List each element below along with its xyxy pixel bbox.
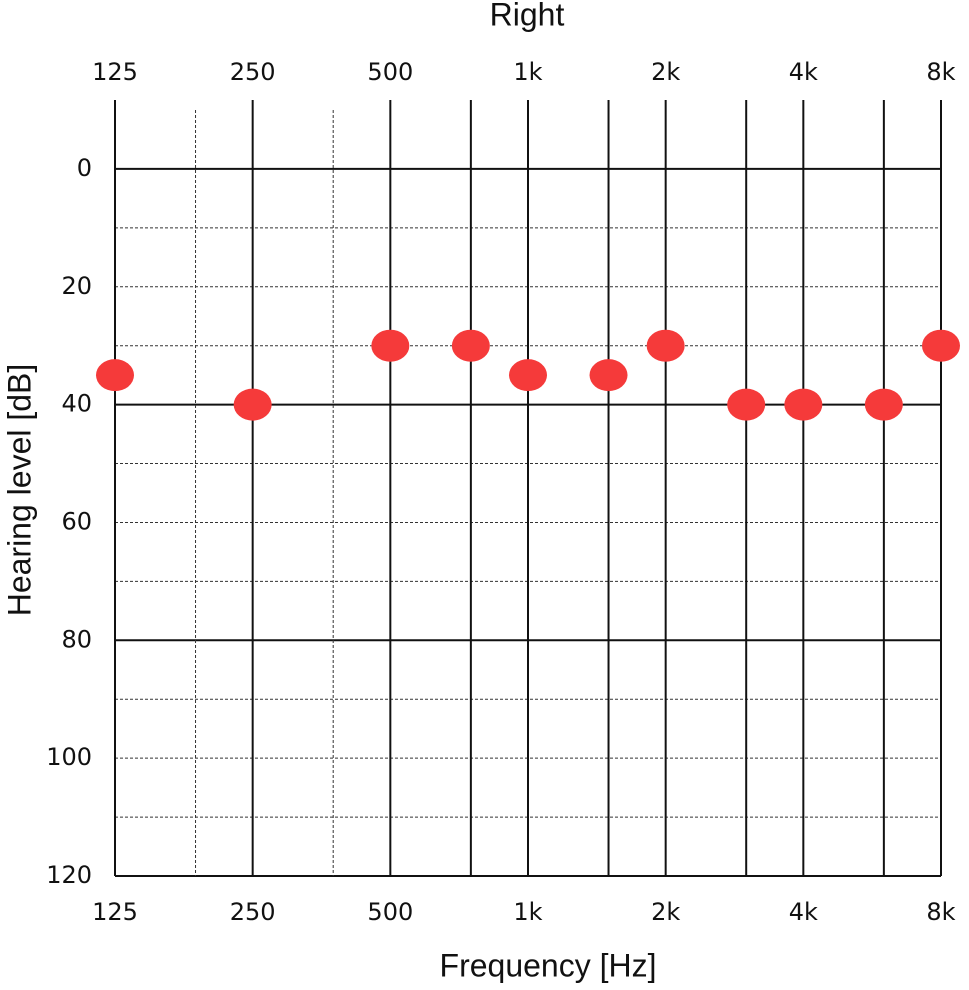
x-tick-label-top: 125 bbox=[92, 58, 138, 86]
marker bbox=[589, 359, 628, 392]
x-tick-label-top: 250 bbox=[230, 58, 276, 86]
marker bbox=[922, 329, 960, 362]
x-tick-label: 4k bbox=[789, 898, 818, 926]
x-tick-label: 2k bbox=[651, 898, 680, 926]
marker bbox=[727, 388, 766, 421]
x-tick-label: 125 bbox=[92, 898, 138, 926]
x-tick-label: 1k bbox=[513, 898, 542, 926]
chart-title: Right bbox=[490, 0, 565, 32]
marker bbox=[864, 388, 903, 421]
x-tick-label-top: 1k bbox=[513, 58, 542, 86]
x-tick-label-top: 2k bbox=[651, 58, 680, 86]
y-axis-label: Hearing level [dB] bbox=[1, 364, 37, 617]
marker bbox=[96, 359, 134, 392]
x-tick-label: 250 bbox=[230, 898, 276, 926]
marker bbox=[784, 388, 823, 421]
x-tick-label-top: 500 bbox=[367, 58, 413, 86]
marker bbox=[233, 388, 272, 421]
x-tick-label-top: 4k bbox=[789, 58, 818, 86]
y-tick-label: 100 bbox=[46, 743, 92, 771]
y-tick-label: 0 bbox=[77, 154, 92, 182]
y-tick-label: 60 bbox=[61, 507, 92, 535]
x-tick-label-top: 8k bbox=[926, 58, 955, 86]
marker bbox=[371, 329, 410, 362]
x-tick-label: 500 bbox=[367, 898, 413, 926]
x-axis-label: Frequency [Hz] bbox=[440, 947, 657, 983]
x-tick-label: 8k bbox=[926, 898, 955, 926]
y-tick-label: 40 bbox=[61, 390, 92, 418]
marker bbox=[646, 329, 685, 362]
y-tick-label: 120 bbox=[46, 861, 92, 889]
marker bbox=[451, 329, 490, 362]
y-tick-label: 20 bbox=[61, 272, 92, 300]
marker bbox=[509, 359, 547, 392]
y-tick-label: 80 bbox=[61, 625, 92, 653]
